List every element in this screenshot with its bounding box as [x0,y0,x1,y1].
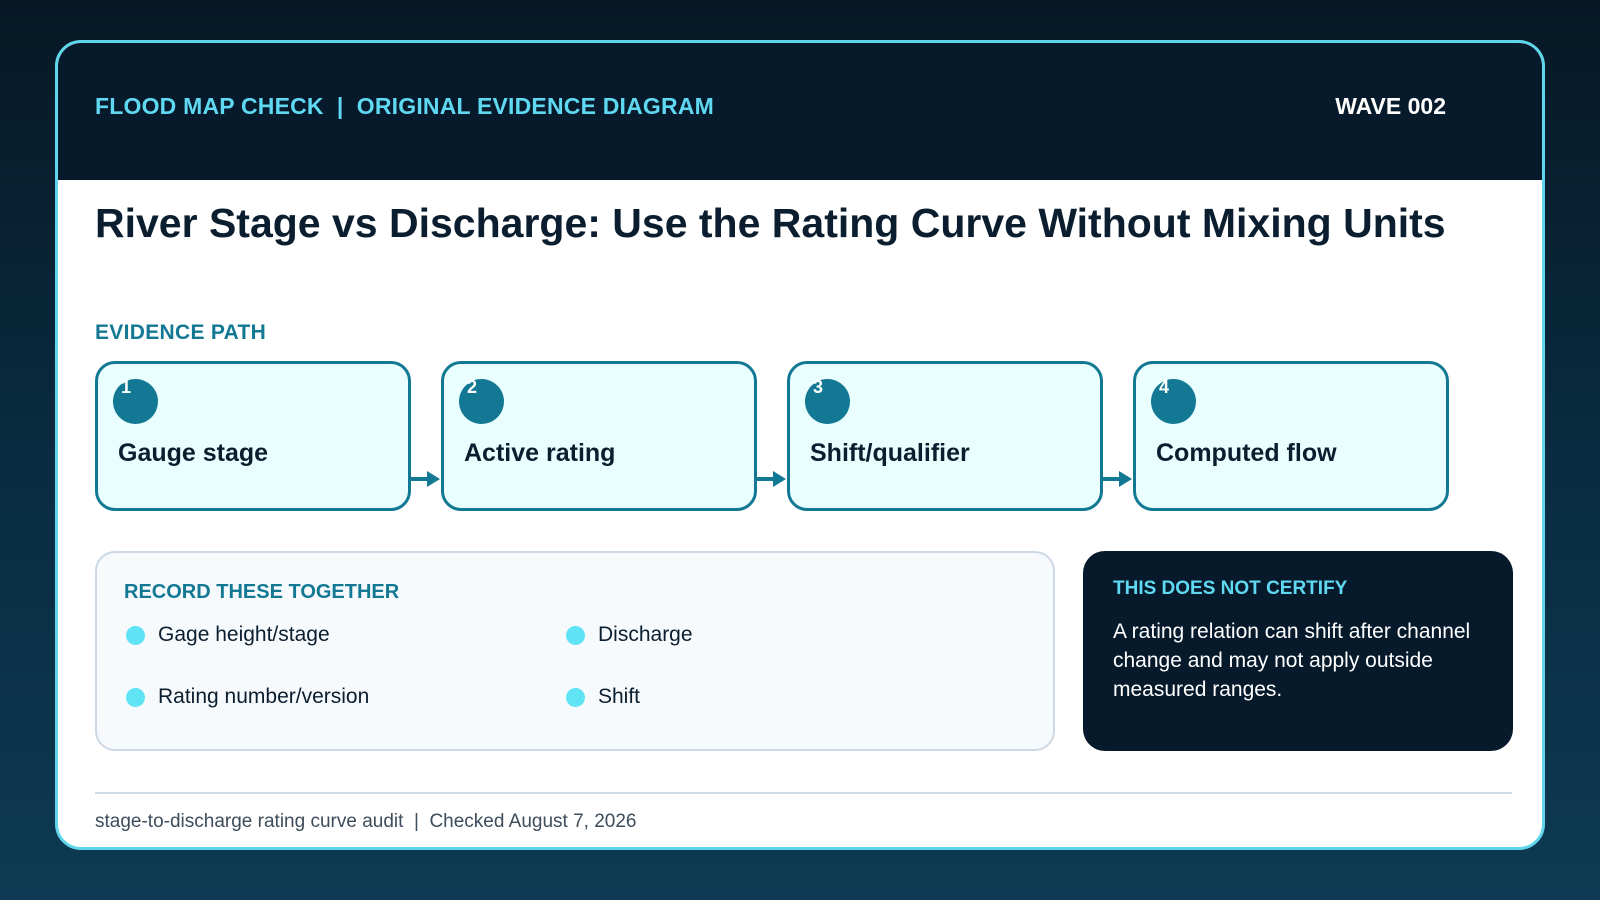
step-label: Gauge stage [118,439,269,467]
record-item: Shift [566,684,640,710]
evidence-card: FLOOD MAP CHECK | ORIGINAL EVIDENCE DIAG… [55,40,1545,850]
record-item-label: Rating number/version [158,685,370,708]
evidence-path-label: EVIDENCE PATH [95,321,267,344]
arrow-right-icon [1102,471,1132,487]
footer-text: stage-to-discharge rating curve audit | … [95,811,637,832]
wave-label: WAVE 002 [1335,93,1446,119]
bullet-dot-icon [126,625,145,645]
step-label: Active rating [464,439,616,467]
disclaimer-panel: THIS DOES NOT CERTIFY A rating relation … [1083,551,1513,751]
step-number: 1 [121,377,132,397]
step-number: 3 [813,377,824,397]
bullet-dot-icon [126,687,145,707]
arrow-right-icon [756,471,786,487]
record-together-panel: RECORD THESE TOGETHER Gage height/stage … [95,551,1055,751]
step-number-badge: 4 [1151,377,1196,424]
record-item-label: Gage height/stage [158,623,330,646]
page-title: River Stage vs Discharge: Use the Rating… [95,200,1446,246]
step-computed-flow: 4 Computed flow [1133,361,1449,511]
footer-divider [95,792,1512,794]
record-item: Rating number/version [126,684,369,710]
record-item: Discharge [566,622,693,648]
step-number-badge: 2 [459,377,504,424]
step-number-badge: 1 [113,377,158,424]
step-label: Shift/qualifier [810,439,970,467]
record-item: Gage height/stage [126,622,330,648]
step-number: 4 [1159,377,1170,397]
step-label: Computed flow [1156,439,1337,467]
disclaimer-title: THIS DOES NOT CERTIFY [1113,578,1348,599]
record-title: RECORD THESE TOGETHER [124,581,400,603]
bullet-dot-icon [566,625,585,645]
step-number-badge: 3 [805,377,850,424]
step-shift-qualifier: 3 Shift/qualifier [787,361,1103,511]
step-number: 2 [467,377,478,397]
step-active-rating: 2 Active rating [441,361,757,511]
record-item-label: Discharge [598,623,693,646]
brand-label: FLOOD MAP CHECK | ORIGINAL EVIDENCE DIAG… [95,93,715,119]
disclaimer-body: A rating relation can shift after channe… [1113,620,1471,701]
record-item-label: Shift [598,685,641,708]
step-gauge-stage: 1 Gauge stage [95,361,411,511]
bullet-dot-icon [566,687,585,707]
arrow-right-icon [410,471,440,487]
header-bar: FLOOD MAP CHECK | ORIGINAL EVIDENCE DIAG… [58,43,1542,180]
